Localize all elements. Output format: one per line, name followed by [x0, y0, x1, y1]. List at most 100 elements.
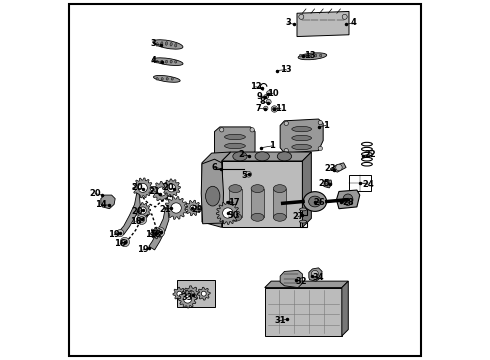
- Text: 15: 15: [145, 230, 157, 239]
- Circle shape: [190, 205, 196, 211]
- Polygon shape: [197, 287, 210, 300]
- Circle shape: [325, 181, 330, 186]
- Text: 23: 23: [324, 164, 336, 173]
- Polygon shape: [183, 286, 199, 302]
- Circle shape: [318, 121, 322, 125]
- Polygon shape: [202, 152, 231, 227]
- Circle shape: [220, 128, 224, 132]
- Circle shape: [139, 207, 147, 214]
- Text: 29: 29: [192, 205, 203, 214]
- Ellipse shape: [304, 54, 307, 57]
- Text: 24: 24: [363, 180, 374, 189]
- Polygon shape: [342, 281, 348, 336]
- Ellipse shape: [299, 54, 302, 57]
- Text: 22: 22: [364, 150, 376, 159]
- Ellipse shape: [205, 186, 220, 206]
- Polygon shape: [297, 12, 349, 37]
- Polygon shape: [201, 159, 223, 224]
- Polygon shape: [221, 161, 302, 227]
- Polygon shape: [120, 193, 140, 234]
- Circle shape: [284, 148, 289, 153]
- Polygon shape: [177, 280, 215, 307]
- Polygon shape: [265, 281, 348, 288]
- Text: 18: 18: [149, 230, 160, 239]
- Text: 20: 20: [131, 183, 143, 192]
- Bar: [273, 189, 286, 217]
- Ellipse shape: [251, 213, 264, 221]
- Ellipse shape: [362, 162, 372, 166]
- Circle shape: [122, 239, 127, 244]
- Circle shape: [284, 121, 289, 126]
- Text: 20: 20: [89, 189, 101, 198]
- Text: 25: 25: [318, 179, 330, 188]
- Text: 32: 32: [296, 276, 307, 285]
- Ellipse shape: [153, 40, 183, 49]
- Text: 30: 30: [228, 211, 239, 220]
- Ellipse shape: [292, 135, 312, 141]
- Circle shape: [138, 183, 147, 192]
- Ellipse shape: [299, 208, 307, 211]
- Text: 21: 21: [149, 187, 161, 196]
- Ellipse shape: [229, 213, 242, 221]
- Circle shape: [171, 203, 181, 213]
- Circle shape: [264, 106, 268, 111]
- Text: 19: 19: [137, 246, 148, 255]
- Text: 21: 21: [160, 205, 172, 214]
- Ellipse shape: [224, 143, 245, 149]
- Text: 1: 1: [269, 141, 275, 150]
- Ellipse shape: [362, 152, 372, 156]
- Circle shape: [272, 107, 276, 111]
- Ellipse shape: [156, 60, 158, 63]
- Circle shape: [157, 187, 166, 196]
- Polygon shape: [337, 190, 360, 209]
- Polygon shape: [324, 180, 332, 188]
- Text: 12: 12: [250, 82, 262, 91]
- Ellipse shape: [229, 185, 242, 193]
- Circle shape: [266, 99, 271, 104]
- Text: 31: 31: [274, 316, 286, 325]
- Ellipse shape: [277, 152, 292, 161]
- Polygon shape: [330, 163, 346, 172]
- Text: 11: 11: [275, 104, 287, 113]
- Text: 27: 27: [292, 212, 304, 221]
- Ellipse shape: [303, 192, 326, 211]
- Ellipse shape: [362, 147, 372, 151]
- Ellipse shape: [233, 152, 247, 161]
- Circle shape: [155, 227, 165, 237]
- Circle shape: [184, 295, 192, 303]
- Circle shape: [342, 14, 347, 19]
- Circle shape: [137, 215, 147, 225]
- Ellipse shape: [273, 185, 286, 193]
- Polygon shape: [185, 200, 201, 216]
- Text: 33: 33: [181, 293, 193, 302]
- Polygon shape: [216, 202, 239, 225]
- Circle shape: [168, 184, 175, 192]
- Polygon shape: [173, 287, 186, 300]
- Text: 17: 17: [228, 198, 239, 207]
- Text: 28: 28: [343, 198, 354, 207]
- Polygon shape: [215, 127, 255, 161]
- Circle shape: [267, 91, 271, 96]
- Ellipse shape: [174, 44, 177, 47]
- Ellipse shape: [255, 152, 270, 161]
- Polygon shape: [179, 290, 196, 308]
- Circle shape: [139, 217, 145, 222]
- Ellipse shape: [273, 213, 286, 221]
- Text: 6: 6: [212, 163, 218, 172]
- Circle shape: [212, 166, 217, 171]
- Text: 2: 2: [239, 150, 245, 159]
- Polygon shape: [280, 270, 302, 288]
- Ellipse shape: [156, 43, 158, 46]
- Ellipse shape: [156, 78, 158, 80]
- Circle shape: [154, 231, 158, 235]
- Circle shape: [311, 270, 318, 278]
- Polygon shape: [309, 268, 322, 281]
- Ellipse shape: [298, 53, 327, 60]
- Ellipse shape: [161, 78, 163, 80]
- Ellipse shape: [161, 60, 163, 63]
- Polygon shape: [152, 181, 172, 202]
- Text: 18: 18: [130, 217, 142, 226]
- Ellipse shape: [310, 54, 312, 57]
- Text: 34: 34: [313, 273, 324, 282]
- Ellipse shape: [171, 78, 173, 80]
